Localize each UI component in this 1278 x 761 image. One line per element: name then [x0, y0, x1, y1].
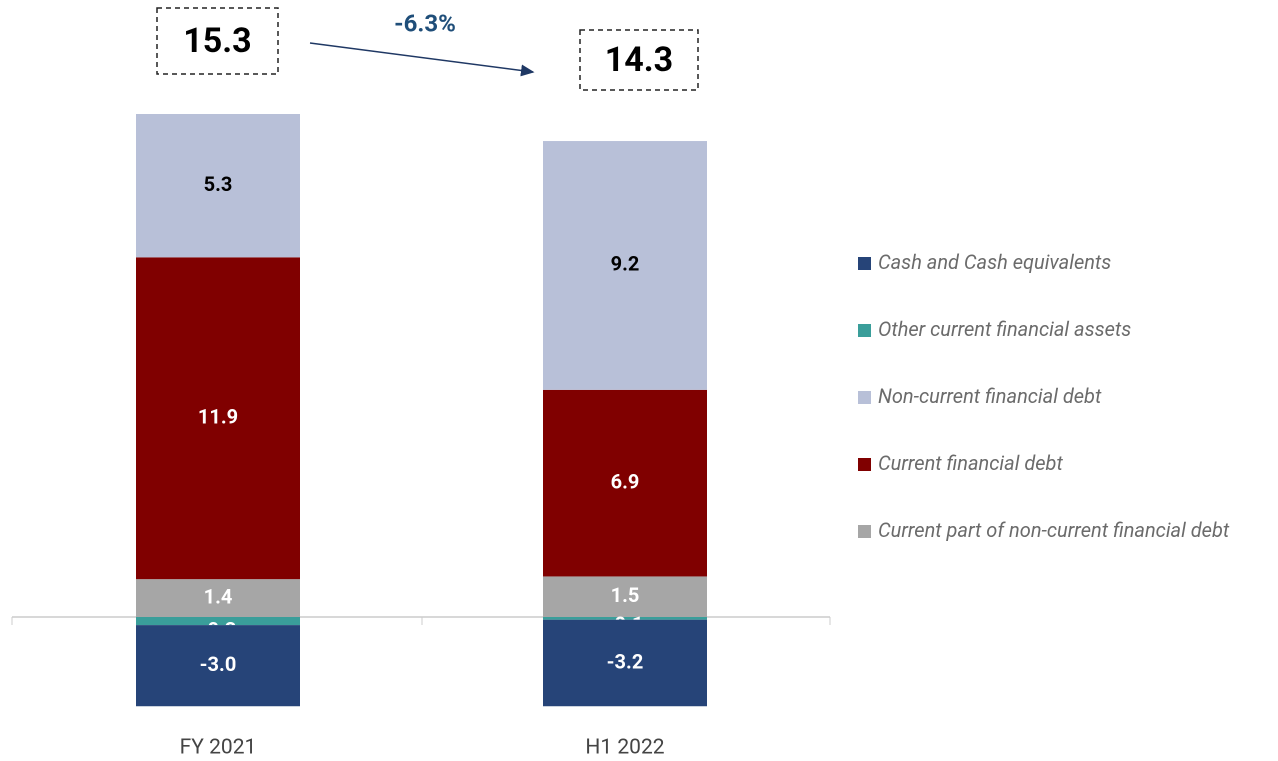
legend-label: Non-current financial debt [878, 384, 1102, 408]
legend-item: Other current financial assets [858, 317, 1268, 341]
data-label: 1.4 [204, 584, 233, 608]
bar-segment [136, 257, 300, 580]
x-tick-label: FY 2021 [180, 736, 257, 760]
legend-swatch [858, 257, 871, 270]
legend-swatch [858, 324, 871, 337]
bar-segment [136, 625, 300, 707]
legend-item: Cash and Cash equivalents [858, 250, 1268, 274]
bar-segment [136, 114, 300, 258]
data-label: -3.0 [200, 652, 237, 676]
bar-segment [136, 617, 300, 626]
bar-segment [543, 617, 707, 620]
data-label: -3.2 [607, 649, 644, 673]
data-label: 5.3 [204, 172, 233, 196]
total-box [579, 29, 699, 91]
bar-segment [543, 576, 707, 617]
x-tick-label: H1 2022 [585, 736, 664, 760]
total-box [156, 7, 279, 75]
data-label: 6.9 [611, 469, 640, 493]
data-label: 11.9 [198, 405, 238, 429]
legend-label: Cash and Cash equivalents [878, 250, 1112, 274]
chart: -6.3% 1.411.95.3-0.3-3.0FY 20211.56.99.2… [11, 7, 831, 760]
legend-label: Other current financial assets [878, 317, 1132, 341]
legend: Cash and Cash equivalents Other current f… [858, 250, 1268, 585]
change-label: -6.3% [394, 9, 456, 37]
legend-swatch [858, 458, 871, 471]
total-label: 14.3 [605, 40, 673, 80]
data-label: 9.2 [611, 252, 640, 276]
legend-label: Current part of non-current financial de… [878, 518, 1230, 542]
data-label: 1.5 [611, 583, 640, 607]
bar-segment [543, 619, 707, 707]
bar-segment [136, 579, 300, 617]
legend-item: Non-current financial debt [858, 384, 1268, 408]
total-label: 15.3 [183, 21, 251, 61]
legend-label: Current financial debt [878, 451, 1063, 475]
change-arrow [309, 42, 535, 77]
legend-swatch [858, 525, 871, 538]
legend-item: Current financial debt [858, 451, 1268, 475]
legend-item: Current part of non-current financial de… [858, 518, 1268, 542]
legend-swatch [858, 391, 871, 404]
bar-segment [543, 389, 707, 577]
bar-segment [543, 141, 707, 390]
